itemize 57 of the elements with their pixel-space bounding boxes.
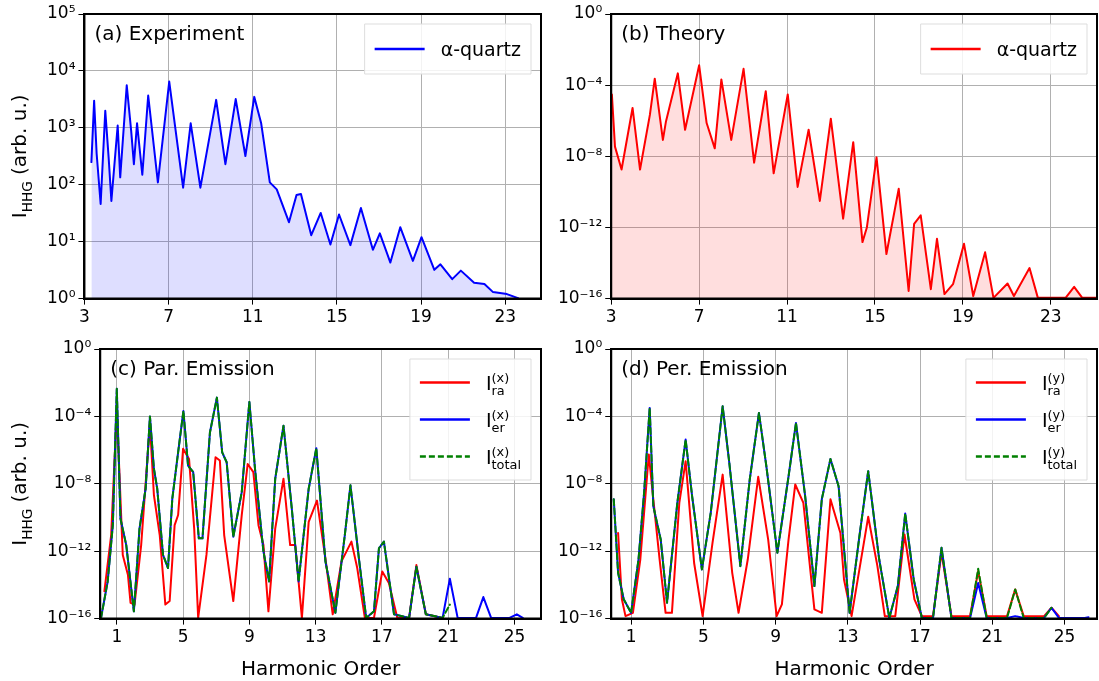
y-tick-label: 10⁰ — [46, 287, 76, 308]
x-tick-label: 7 — [693, 306, 705, 327]
annotation: (a) Experiment — [94, 21, 245, 45]
y-tick-label: 10⁻¹² — [46, 539, 92, 560]
y-tick-label: 10⁻⁴ — [564, 73, 603, 94]
x-axis-title: Harmonic Order — [240, 656, 402, 680]
x-tick-label: 21 — [981, 626, 1004, 647]
y-axis-title: IHHG (arb. u.) — [7, 94, 35, 219]
x-tick-label: 9 — [243, 626, 255, 647]
y-axis-title: IHHG (arb. u.) — [7, 421, 35, 546]
x-tick-label: 3 — [605, 306, 617, 327]
legend-label: α-quartz — [996, 38, 1078, 60]
x-tick-label: 1 — [625, 626, 637, 647]
y-tick-label: 10⁻¹² — [557, 539, 603, 560]
x-axis-title: Harmonic Order — [774, 656, 935, 680]
y-tick-label: 10⁻⁴ — [53, 404, 92, 425]
x-tick-label: 5 — [697, 626, 709, 647]
x-tick-label: 19 — [952, 306, 974, 327]
y-tick-label: 10⁻⁸ — [564, 144, 603, 165]
y-tick-label: 10⁻⁸ — [53, 472, 92, 493]
x-tick-label: 1 — [111, 626, 123, 647]
x-tick-label: 13 — [304, 626, 327, 647]
x-tick-label: 9 — [770, 626, 781, 647]
annotation: (b) Theory — [621, 21, 726, 45]
x-tick-label: 17 — [371, 626, 393, 647]
y-tick-label: 10⁰ — [573, 337, 603, 358]
x-tick-label: 7 — [163, 306, 175, 327]
y-tick-label: 10⁻⁸ — [564, 472, 603, 493]
y-tick-label: 10⁻¹⁶ — [557, 287, 603, 308]
y-tick-label: 10⁰ — [573, 2, 603, 23]
x-tick-label: 19 — [410, 306, 432, 327]
x-tick-label: 23 — [1040, 306, 1062, 327]
annotation: (d) Per. Emission — [621, 356, 788, 380]
y-tick-label: 10³ — [46, 116, 76, 137]
x-tick-label: 3 — [79, 306, 90, 327]
y-tick-label: 10⁰ — [62, 337, 92, 358]
annotation: (c) Par. Emission — [110, 356, 275, 380]
x-tick-label: 11 — [776, 306, 798, 327]
y-tick-label: 10⁵ — [46, 2, 76, 23]
y-tick-label: 10⁻⁴ — [564, 404, 603, 425]
x-tick-label: 25 — [1053, 626, 1076, 647]
x-tick-label: 15 — [326, 306, 348, 327]
y-tick-label: 10² — [46, 173, 76, 194]
y-tick-label: 10¹ — [46, 230, 76, 251]
legend-label: α-quartz — [440, 38, 522, 60]
y-tick-label: 10⁴ — [46, 59, 76, 80]
x-tick-label: 23 — [494, 306, 517, 327]
x-tick-label: 15 — [864, 306, 886, 327]
x-tick-label: 11 — [241, 306, 264, 327]
x-tick-label: 17 — [909, 626, 931, 647]
x-tick-label: 21 — [437, 626, 460, 647]
x-tick-label: 25 — [503, 626, 526, 647]
y-tick-label: 10⁻¹⁶ — [557, 607, 603, 628]
y-tick-label: 10⁻¹² — [557, 215, 603, 236]
x-tick-label: 5 — [177, 626, 189, 647]
x-tick-label: 13 — [836, 626, 859, 647]
y-tick-label: 10⁻¹⁶ — [46, 607, 92, 628]
